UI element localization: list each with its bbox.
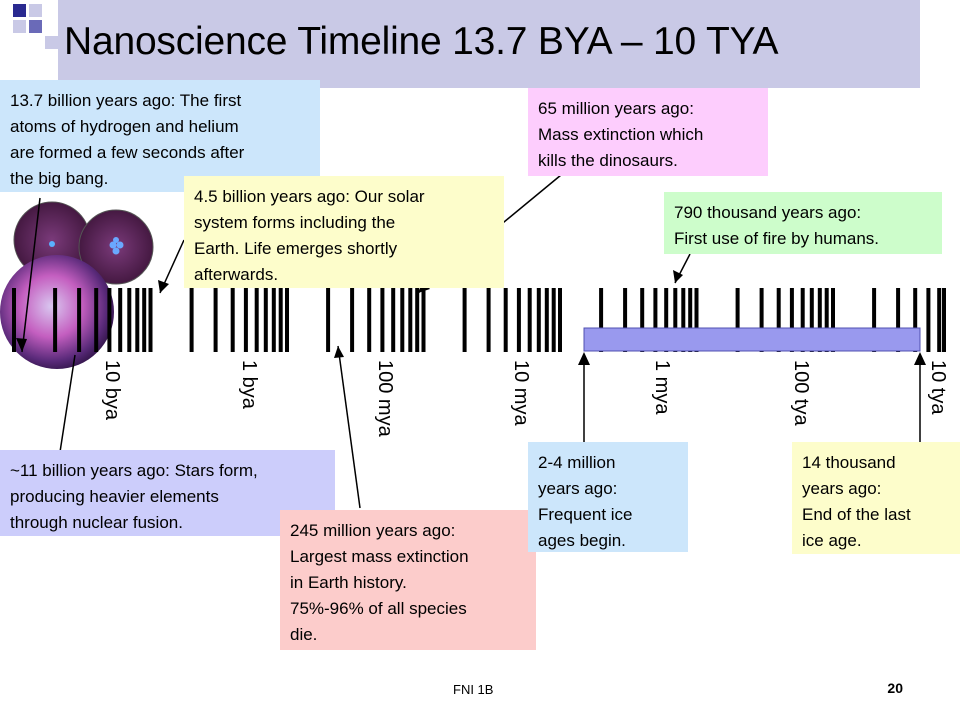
timeline-ticks [12, 288, 946, 352]
timeline-tick [380, 288, 385, 352]
timeline-tick [688, 288, 693, 352]
axis-label-1-bya: 1 bya [238, 360, 260, 409]
timeline-tick [937, 288, 942, 352]
timeline-tick [640, 288, 645, 352]
callout-ice-ages: 2-4 million years ago: Frequent ice ages… [528, 442, 688, 552]
timeline-tick [189, 288, 194, 352]
decor-square [13, 4, 26, 17]
timeline-tick [53, 288, 58, 352]
axis-label-100-tya: 100 tya [790, 360, 812, 426]
timeline-tick [831, 288, 835, 352]
axis-label-10-bya: 10 bya [101, 360, 123, 421]
timeline-tick [673, 288, 678, 352]
timeline-tick [527, 288, 532, 352]
callout-stars: ~11 billion years ago: Stars form, produ… [0, 450, 335, 536]
timeline-tick [127, 288, 132, 352]
timeline-tick [776, 288, 781, 352]
axis-label-100-mya: 100 mya [374, 360, 396, 437]
timeline-tick [12, 288, 16, 352]
timeline-tick [408, 288, 413, 352]
timeline-tick [148, 288, 153, 352]
ice-age-band [583, 327, 921, 352]
footer-text: FNI 1B [453, 682, 494, 697]
page-title: Nanoscience Timeline 13.7 BYA – 10 TYA [64, 20, 779, 63]
timeline-tick [824, 288, 829, 352]
timeline-tick [664, 288, 669, 352]
page-number: 20 [887, 680, 903, 696]
timeline-tick [926, 288, 931, 352]
timeline-tick [759, 288, 764, 352]
timeline-tick [421, 288, 426, 352]
timeline-tick [415, 288, 420, 352]
timeline-tick [551, 288, 556, 352]
timeline-tick [94, 288, 99, 352]
callout-big-bang: 13.7 billion years ago: The first atoms … [0, 80, 320, 192]
axis-label-1-mya: 1 mya [651, 360, 673, 415]
timeline-tick [516, 288, 521, 352]
timeline-tick [77, 288, 82, 352]
timeline-tick [213, 288, 218, 352]
timeline-tick [278, 288, 283, 352]
timeline-tick [735, 288, 740, 352]
axis-label-10-tya: 10 tya [927, 360, 949, 415]
timeline-tick [809, 288, 814, 352]
timeline-tick [800, 288, 805, 352]
timeline-tick [271, 288, 276, 352]
timeline-tick [623, 288, 628, 352]
timeline-tick [285, 288, 289, 352]
timeline-tick [486, 288, 491, 352]
timeline-tick [694, 288, 699, 352]
callout-last-ice-age: 14 thousand years ago: End of the last i… [792, 442, 960, 554]
timeline-tick [391, 288, 396, 352]
timeline-tick [544, 288, 549, 352]
timeline-tick [462, 288, 467, 352]
timeline-tick [135, 288, 140, 352]
axis-label-10-mya: 10 mya [510, 360, 532, 426]
timeline-tick [263, 288, 268, 352]
timeline-tick [942, 288, 946, 352]
callout-permian: 245 million years ago: Largest mass exti… [280, 510, 536, 650]
timeline-tick [872, 288, 877, 352]
timeline-tick [896, 288, 901, 352]
timeline-tick [599, 288, 604, 352]
timeline-tick [536, 288, 541, 352]
timeline-tick [913, 288, 918, 352]
timeline-tick [681, 288, 686, 352]
timeline-tick [653, 288, 658, 352]
timeline-tick [789, 288, 794, 352]
callout-solar-system: 4.5 billion years ago: Our solar system … [184, 176, 504, 288]
timeline-tick [107, 288, 112, 352]
decor-square [45, 36, 58, 49]
decor-square [13, 20, 26, 33]
timeline-tick [400, 288, 405, 352]
timeline-tick [118, 288, 123, 352]
callout-dinosaurs: 65 million years ago: Mass extinction wh… [528, 88, 768, 176]
decor-square [29, 20, 42, 33]
timeline-tick [558, 288, 562, 352]
timeline-tick [326, 288, 331, 352]
timeline-tick [142, 288, 147, 352]
timeline-tick [230, 288, 235, 352]
timeline-tick [367, 288, 372, 352]
timeline-tick [254, 288, 259, 352]
callout-fire: 790 thousand years ago: First use of fir… [664, 192, 942, 254]
timeline-tick [817, 288, 822, 352]
timeline-tick [243, 288, 248, 352]
timeline-tick [503, 288, 508, 352]
title-bar [58, 0, 920, 88]
timeline-tick [350, 288, 355, 352]
decor-square [29, 4, 42, 17]
